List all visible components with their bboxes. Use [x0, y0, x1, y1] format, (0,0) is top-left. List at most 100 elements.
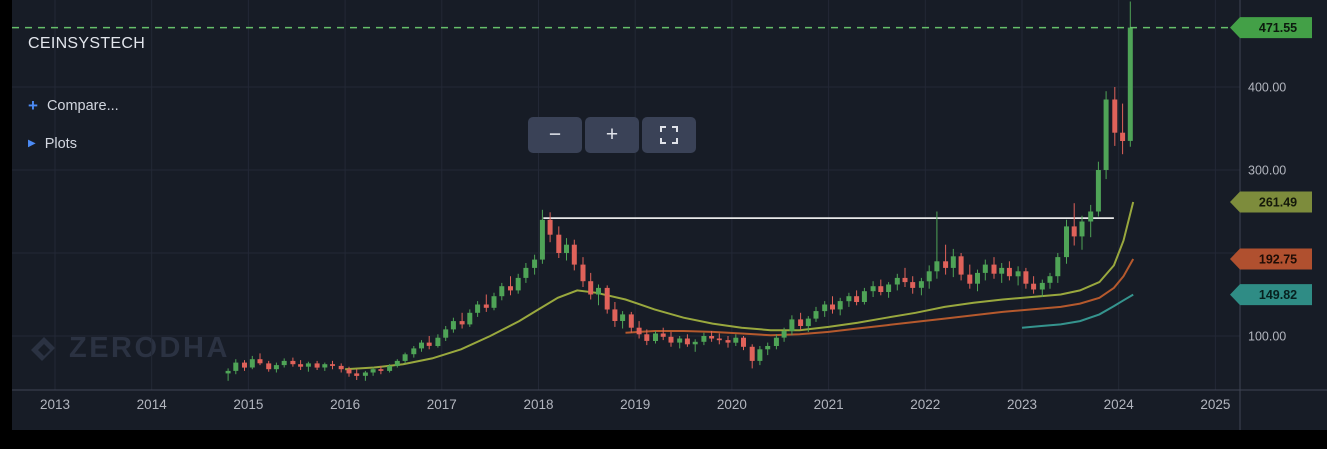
year-label[interactable]: 2018	[523, 397, 553, 412]
candle-body	[467, 312, 473, 325]
candle-body	[757, 349, 763, 361]
candle-body	[1055, 257, 1061, 277]
price-tick-label[interactable]: 100.00	[1248, 330, 1286, 344]
year-label[interactable]: 2022	[910, 397, 940, 412]
candle-body	[716, 338, 722, 341]
price-chart-svg[interactable]: 2013 2014 2015 2016 2017 2018 2019 2020 2021 2022…	[12, 0, 1327, 430]
candle-body	[1088, 211, 1094, 222]
price-tag-ma-long	[1230, 191, 1312, 213]
candle-body	[709, 336, 715, 339]
candle-body	[1103, 99, 1109, 170]
candle-body	[1031, 283, 1037, 290]
candle-body	[982, 264, 988, 273]
candle-body	[926, 271, 932, 282]
candle-body	[266, 363, 272, 370]
ma-long-green-line	[345, 201, 1135, 371]
candle-body	[450, 321, 456, 330]
candle-body	[910, 282, 916, 288]
price-tag-value: 261.49	[1259, 196, 1297, 210]
candle-body	[846, 296, 852, 302]
candle-body	[934, 261, 940, 272]
candle-body	[612, 309, 618, 321]
year-label[interactable]: 2019	[620, 397, 650, 412]
price-tag-value: 149.82	[1259, 288, 1297, 302]
candle-body	[1095, 170, 1101, 212]
candle-body	[1015, 271, 1021, 277]
candle-body	[491, 296, 497, 308]
candle-body	[894, 277, 900, 285]
candle-body	[298, 364, 304, 367]
candle-body	[508, 286, 513, 291]
candle-body	[1047, 276, 1053, 283]
year-label[interactable]: 2023	[1007, 397, 1037, 412]
zerodha-watermark: ZERODHA	[29, 332, 230, 365]
price-tick-label[interactable]: 300.00	[1248, 164, 1286, 178]
chart-root: ZERODHA 2013 2014 2015 2016 2017 2018 2019 2020…	[12, 0, 1327, 430]
symbol-title: CEINSYSTECH	[28, 35, 146, 52]
price-tick-label[interactable]: 400.00	[1248, 81, 1286, 95]
candle-body	[677, 338, 683, 343]
candle-body	[870, 286, 876, 292]
zerodha-logo-icon	[31, 336, 55, 361]
candle-body	[620, 314, 626, 321]
candle-body	[660, 333, 666, 337]
year-label[interactable]: 2014	[137, 397, 168, 412]
fullscreen-button[interactable]	[642, 117, 696, 153]
ma-short-teal-line	[1021, 293, 1134, 329]
candle-body	[668, 336, 674, 343]
candle-body	[362, 372, 368, 376]
zoom-out-button[interactable]: −	[528, 117, 582, 153]
compare-button[interactable]: + Compare...	[28, 97, 119, 114]
candle-body	[991, 264, 997, 274]
candle-body	[483, 304, 489, 308]
plus-icon: +	[28, 96, 38, 115]
candle-body	[305, 363, 311, 367]
year-label[interactable]: 2016	[330, 397, 360, 412]
price-tag-ma-short	[1230, 284, 1312, 306]
year-label[interactable]: 2024	[1104, 397, 1135, 412]
candle-body	[943, 261, 949, 268]
candle-body	[733, 337, 739, 343]
candle-body	[571, 244, 577, 265]
candle-body	[346, 369, 352, 374]
candle-body	[459, 321, 465, 325]
candle-body	[822, 304, 828, 312]
candle-body	[499, 286, 505, 297]
candle-body	[523, 267, 529, 278]
candle-body	[830, 304, 835, 310]
candle-body	[789, 319, 795, 331]
candle-body	[257, 359, 263, 364]
candle-body	[1064, 226, 1069, 258]
candle-body	[741, 337, 746, 347]
zoom-in-button[interactable]: +	[585, 117, 639, 153]
year-label[interactable]: 2017	[427, 397, 457, 412]
plots-button[interactable]: ▶ Plots	[28, 136, 77, 152]
candle-body	[644, 334, 650, 341]
candle-body	[653, 333, 658, 341]
chart-toolbar: − +	[528, 117, 696, 153]
watermark-text: ZERODHA	[69, 332, 230, 364]
year-label[interactable]: 2015	[233, 397, 263, 412]
year-label[interactable]: 2013	[40, 397, 70, 412]
candle-body	[580, 264, 586, 282]
year-label[interactable]: 2025	[1200, 397, 1230, 412]
ma-mid-orange-line	[625, 258, 1135, 337]
candle-body	[354, 373, 360, 376]
candle-body	[281, 360, 287, 366]
candle-body	[628, 314, 634, 328]
candle-body	[475, 304, 481, 313]
year-label[interactable]: 2020	[717, 397, 747, 412]
candle-body	[378, 369, 384, 371]
candle-body	[798, 319, 804, 326]
candle-body	[515, 277, 521, 291]
candle-body	[290, 360, 296, 365]
plots-label: Plots	[44, 136, 77, 152]
candle-body	[837, 301, 843, 310]
year-label[interactable]: 2021	[814, 397, 844, 412]
price-tag-last-price	[1230, 17, 1312, 39]
candle-body	[692, 341, 698, 345]
candle-body	[532, 259, 538, 268]
candle-body	[1071, 226, 1077, 237]
candle-body	[314, 363, 320, 368]
